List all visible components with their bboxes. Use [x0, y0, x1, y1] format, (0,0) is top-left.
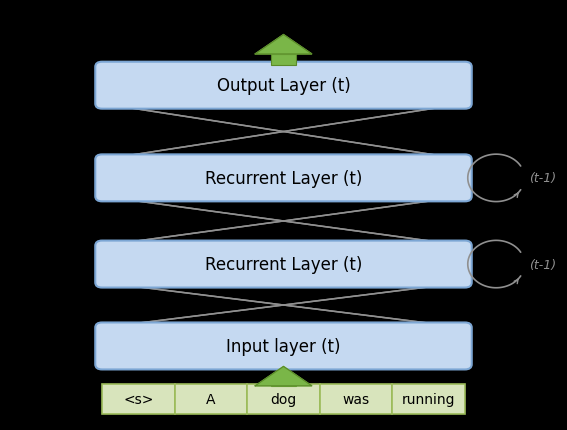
FancyBboxPatch shape — [95, 155, 472, 202]
Text: (t-1): (t-1) — [529, 172, 556, 185]
Text: Recurrent Layer (t): Recurrent Layer (t) — [205, 255, 362, 273]
Polygon shape — [255, 366, 312, 386]
Text: (t-1): (t-1) — [529, 258, 556, 271]
FancyBboxPatch shape — [320, 384, 392, 414]
FancyBboxPatch shape — [102, 384, 175, 414]
Text: Recurrent Layer (t): Recurrent Layer (t) — [205, 169, 362, 187]
FancyBboxPatch shape — [95, 322, 472, 370]
Text: A: A — [206, 392, 215, 406]
FancyBboxPatch shape — [271, 382, 296, 386]
FancyBboxPatch shape — [247, 384, 320, 414]
Text: <s>: <s> — [123, 392, 154, 406]
FancyBboxPatch shape — [271, 55, 296, 66]
FancyBboxPatch shape — [392, 384, 465, 414]
FancyBboxPatch shape — [175, 384, 247, 414]
Polygon shape — [255, 36, 312, 55]
Text: was: was — [342, 392, 370, 406]
FancyBboxPatch shape — [95, 241, 472, 288]
Text: Input layer (t): Input layer (t) — [226, 337, 341, 355]
Text: dog: dog — [270, 392, 297, 406]
Text: Output Layer (t): Output Layer (t) — [217, 77, 350, 95]
FancyBboxPatch shape — [95, 63, 472, 110]
Text: running: running — [402, 392, 455, 406]
